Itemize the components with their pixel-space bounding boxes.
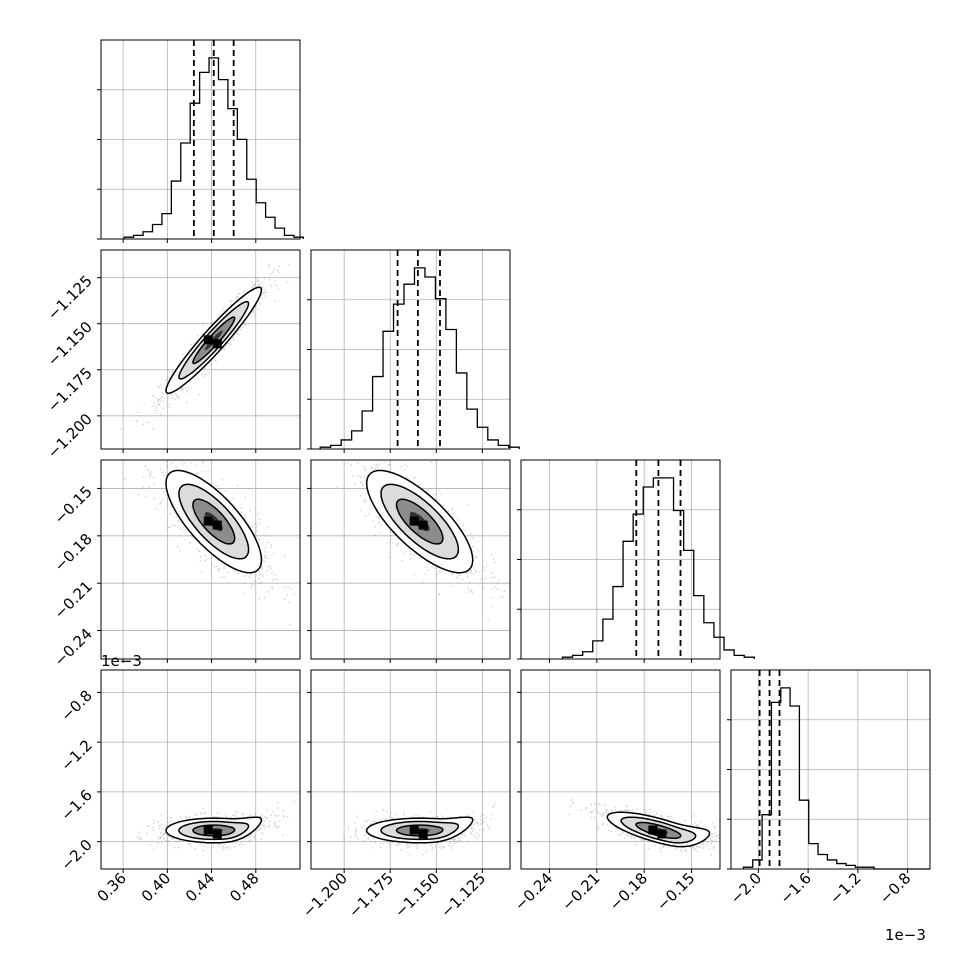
- hist-p1-steps: [319, 267, 520, 449]
- pair-p2-p3: [520, 669, 721, 870]
- pair-p1-p3-peak-b: [418, 829, 428, 839]
- hist-p0: [97, 39, 304, 240]
- pair-p0-p1-contour-2: [192, 316, 236, 365]
- pair-p2-p3-contour-1: [620, 816, 697, 844]
- xtick-label-p3-0: −2.0: [727, 869, 765, 907]
- xtick-label-p1-0: −1.200: [299, 869, 351, 921]
- xtick-label-p2-3: −0.15: [653, 869, 698, 914]
- pair-p0-p1-peak-a: [203, 335, 213, 345]
- pair-p1-p2: [310, 459, 511, 660]
- xtick-label-p0-0: 0.36: [94, 869, 130, 905]
- xtick-label-p2-0: −0.24: [511, 869, 556, 914]
- pair-p0-p2-contour-1: [178, 483, 250, 560]
- ytick-label-p3-3: −0.8: [57, 686, 95, 724]
- pair-p1-p2-peak-b: [418, 520, 428, 530]
- ytick-label-p1-3: −1.125: [44, 272, 96, 324]
- p3-xlabel-scale: 1e−3: [885, 926, 926, 944]
- xtick-label-p1-2: −1.150: [391, 869, 443, 921]
- hist-p2: [517, 459, 756, 660]
- pair-p1-p3-contour-2: [395, 824, 444, 837]
- pair-p0-p3-peak-a: [203, 825, 213, 835]
- pair-p1-p2-frame: [310, 459, 511, 660]
- pair-p1-p3-peak-a: [409, 825, 419, 835]
- pair-p0-p3-content: [137, 801, 300, 852]
- xtick-label-p2-1: −0.21: [558, 869, 603, 914]
- xtick-label-p1-3: −1.125: [437, 869, 489, 921]
- pair-p2-p3-contour-0: [606, 811, 711, 848]
- hist-p0-steps: [123, 57, 304, 239]
- xtick-label-p2-2: −0.18: [606, 869, 651, 914]
- pair-p1-p3: [310, 669, 511, 870]
- pair-p0-p3-peak-b: [212, 829, 222, 839]
- pair-p0-p3-frame: [100, 669, 301, 870]
- xtick-label-p1-1: −1.175: [345, 869, 397, 921]
- xtick-label-p3-1: −1.6: [776, 869, 814, 907]
- ytick-label-p2-3: −0.15: [51, 483, 96, 528]
- pair-p1-p2-peak-a: [409, 516, 419, 526]
- hist-p3: [727, 669, 931, 870]
- pair-p0-p3-contour-1: [178, 820, 250, 841]
- pair-p1-p2-content: [336, 460, 506, 621]
- hist-p2-steps: [561, 477, 756, 659]
- ytick-label-p2-0: −0.24: [51, 625, 96, 670]
- pair-p0-p2-frame: [100, 459, 301, 660]
- ytick-label-p1-0: −1.200: [44, 410, 96, 462]
- hist-p1: [307, 249, 520, 450]
- pair-p1-p3-content: [343, 802, 496, 856]
- pair-p1-p3-contour-0: [365, 816, 474, 844]
- ytick-label-p2-2: −0.18: [51, 530, 96, 575]
- pair-p0-p3: [100, 669, 301, 870]
- pair-p0-p2-peak-a: [203, 516, 213, 526]
- ytick-label-p3-1: −1.6: [57, 786, 95, 824]
- pair-p1-p2-contour-2: [395, 498, 444, 545]
- pair-p2-p3-contour-2: [635, 821, 682, 840]
- ytick-label-p1-2: −1.150: [44, 318, 96, 370]
- pair-p0-p1-contour-0: [165, 286, 263, 395]
- pair-p0-p1-contour-1: [178, 300, 250, 380]
- pair-p2-p3-content: [568, 799, 720, 856]
- pair-p0-p1-peak-b: [212, 339, 222, 349]
- pair-p1-p3-frame: [310, 669, 511, 870]
- p3-ylabel-scale: 1e−3: [101, 652, 142, 670]
- pair-p2-p3-peak-a: [648, 825, 658, 835]
- xtick-label-p0-1: 0.40: [138, 869, 174, 905]
- pair-p0-p3-contour-2: [192, 824, 236, 837]
- hist-p3-steps: [742, 687, 930, 870]
- pair-p0-p1-content: [120, 264, 290, 430]
- xtick-label-p3-3: −0.8: [876, 869, 914, 907]
- pair-p2-p3-frame: [520, 669, 721, 870]
- ytick-label-p3-0: −2.0: [57, 836, 95, 874]
- xtick-label-p0-2: 0.44: [182, 869, 218, 905]
- pair-p0-p2: [100, 459, 301, 660]
- pair-p0-p2-content: [124, 460, 295, 626]
- pair-p1-p2-contour-0: [365, 469, 474, 574]
- ytick-label-p2-1: −0.21: [51, 577, 96, 622]
- ytick-label-p3-2: −1.2: [57, 736, 95, 774]
- pair-p0-p2-contour-0: [165, 469, 263, 574]
- ytick-label-p1-1: −1.175: [44, 364, 96, 416]
- pair-p0-p3-contour-0: [165, 816, 263, 844]
- pair-p1-p2-scatter: [336, 460, 506, 621]
- xtick-label-p0-3: 0.48: [226, 869, 262, 905]
- pair-p1-p2-contour-1: [380, 483, 460, 560]
- pair-p0-p2-contour-2: [192, 498, 236, 545]
- pair-p0-p2-peak-b: [212, 520, 222, 530]
- pair-p1-p3-contour-1: [380, 820, 460, 841]
- pair-p2-p3-peak-b: [657, 829, 667, 839]
- pair-p0-p1-frame: [100, 249, 301, 450]
- xtick-label-p3-2: −1.2: [826, 869, 864, 907]
- pair-p0-p1: [100, 249, 301, 450]
